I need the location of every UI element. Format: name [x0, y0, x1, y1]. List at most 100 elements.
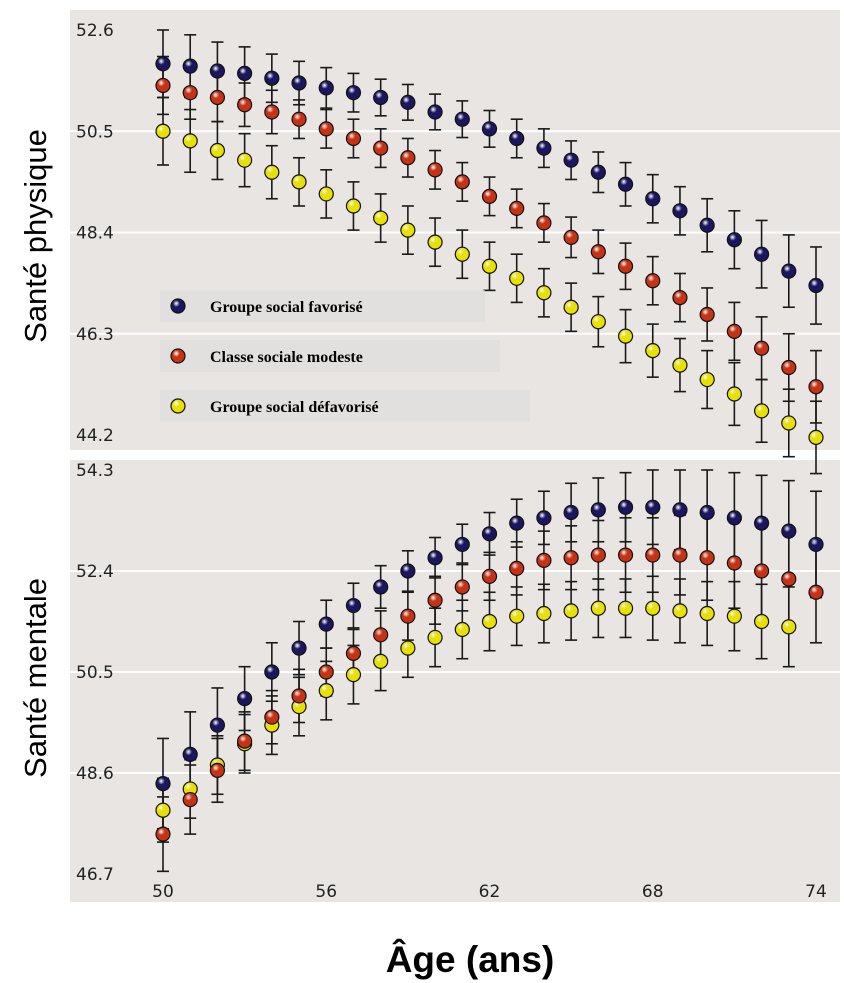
bottom-point-favorise — [672, 502, 688, 518]
bottom-point-defavorise — [753, 613, 770, 630]
top-point-modeste — [182, 85, 198, 101]
bottom-y-axis-label: Santé mentale — [18, 578, 53, 778]
legend-row-2-bg — [160, 340, 500, 372]
top-y-axis-label: Santé physique — [18, 129, 53, 343]
top-point-modeste — [345, 130, 362, 147]
bottom-point-defavorise — [345, 667, 362, 683]
bottom-point-modeste — [781, 571, 797, 587]
legend-row-3-bg — [160, 390, 530, 422]
bottom-point-defavorise — [454, 621, 470, 638]
bottom-panel-y-ticks: 46.7 48.6 50.5 52.4 54.3 — [76, 461, 114, 885]
top-point-defavorise — [536, 285, 552, 301]
bottom-point-modeste — [318, 664, 334, 680]
top-point-favorise — [237, 65, 253, 81]
bottom-point-modeste — [753, 563, 770, 579]
top-point-defavorise — [617, 328, 634, 344]
top-point-defavorise — [645, 343, 661, 359]
top-point-defavorise — [291, 174, 307, 190]
x-tick-labels: 50 56 62 68 74 — [152, 882, 827, 902]
top-point-favorise — [808, 277, 824, 294]
top-point-modeste — [509, 200, 525, 216]
bottom-point-defavorise — [536, 605, 552, 622]
top-y-tick-label: 50.5 — [76, 122, 114, 142]
bottom-point-modeste — [699, 550, 715, 566]
bottom-point-modeste — [509, 560, 525, 576]
bottom-point-favorise — [237, 690, 253, 707]
top-point-defavorise — [590, 314, 606, 330]
bottom-point-favorise — [400, 563, 416, 579]
bottom-point-defavorise — [590, 600, 606, 616]
bottom-point-defavorise — [645, 600, 661, 616]
bottom-point-modeste — [155, 826, 171, 842]
top-point-modeste — [726, 323, 742, 339]
bottom-point-modeste — [808, 584, 824, 600]
bottom-point-favorise — [481, 526, 498, 542]
bottom-point-defavorise — [726, 608, 742, 624]
bottom-point-favorise — [781, 523, 797, 539]
x-tick-label: 74 — [805, 882, 827, 902]
bottom-point-modeste — [182, 791, 198, 808]
bottom-point-modeste — [672, 547, 688, 563]
bottom-point-favorise — [209, 717, 226, 733]
bottom-point-modeste — [536, 552, 552, 568]
top-point-modeste — [318, 121, 334, 137]
bottom-point-modeste — [481, 568, 498, 584]
top-point-modeste — [264, 104, 280, 120]
top-point-favorise — [726, 232, 742, 248]
top-point-favorise — [563, 152, 579, 168]
bottom-point-favorise — [264, 664, 280, 680]
top-point-favorise — [209, 63, 226, 79]
bottom-point-defavorise — [563, 603, 579, 619]
bottom-point-defavorise — [481, 613, 498, 630]
bottom-y-tick-label: 54.3 — [76, 461, 114, 481]
top-point-modeste — [699, 306, 715, 323]
legend-label-favorise: Groupe social favorisé — [210, 299, 363, 316]
legend-row-1-bg — [160, 290, 485, 322]
top-point-favorise — [318, 80, 334, 96]
top-y-tick-label: 52.6 — [76, 21, 114, 41]
bottom-point-favorise — [726, 510, 742, 526]
top-point-favorise — [617, 176, 634, 192]
top-panel-background — [70, 10, 840, 450]
bottom-y-tick-label: 46.7 — [76, 865, 114, 885]
bottom-point-modeste — [617, 547, 634, 563]
top-point-favorise — [753, 246, 770, 262]
top-point-favorise — [509, 130, 525, 147]
bottom-point-favorise — [182, 746, 198, 762]
bottom-point-defavorise — [155, 802, 171, 818]
top-point-favorise — [373, 89, 389, 106]
legend: Groupe social favorisé Classe sociale mo… — [160, 290, 530, 422]
bottom-point-favorise — [590, 502, 606, 518]
top-point-favorise — [699, 217, 715, 233]
bottom-y-tick-label: 50.5 — [76, 663, 114, 683]
top-point-defavorise — [699, 371, 715, 388]
bottom-point-modeste — [400, 608, 416, 624]
top-point-defavorise — [237, 152, 253, 168]
top-point-defavorise — [563, 299, 579, 315]
top-point-defavorise — [345, 198, 362, 214]
top-point-defavorise — [400, 222, 416, 238]
x-tick-label: 62 — [479, 882, 501, 902]
bottom-y-tick-label: 48.6 — [76, 764, 114, 784]
top-point-favorise — [590, 164, 606, 180]
top-point-defavorise — [726, 386, 742, 402]
legend-label-defavorise: Groupe social défavorisé — [210, 399, 379, 416]
legend-label-modeste: Classe sociale modeste — [210, 349, 363, 366]
top-point-defavorise — [672, 357, 688, 373]
bottom-point-favorise — [318, 616, 334, 632]
bottom-point-modeste — [237, 733, 253, 749]
top-point-modeste — [291, 111, 307, 127]
top-point-favorise — [291, 75, 307, 91]
bottom-point-modeste — [454, 579, 470, 595]
top-panel-y-ticks: 44.2 46.3 48.4 50.5 52.6 — [76, 21, 114, 446]
legend-marker-modeste — [170, 348, 186, 364]
x-axis-label: Âge (ans) — [386, 938, 555, 980]
top-point-defavorise — [454, 246, 470, 262]
bottom-point-favorise — [617, 499, 634, 515]
top-point-defavorise — [182, 133, 198, 149]
x-tick-label: 68 — [642, 882, 664, 902]
top-point-favorise — [155, 56, 171, 72]
bottom-panel-grid — [70, 570, 840, 774]
bottom-point-modeste — [264, 709, 280, 725]
